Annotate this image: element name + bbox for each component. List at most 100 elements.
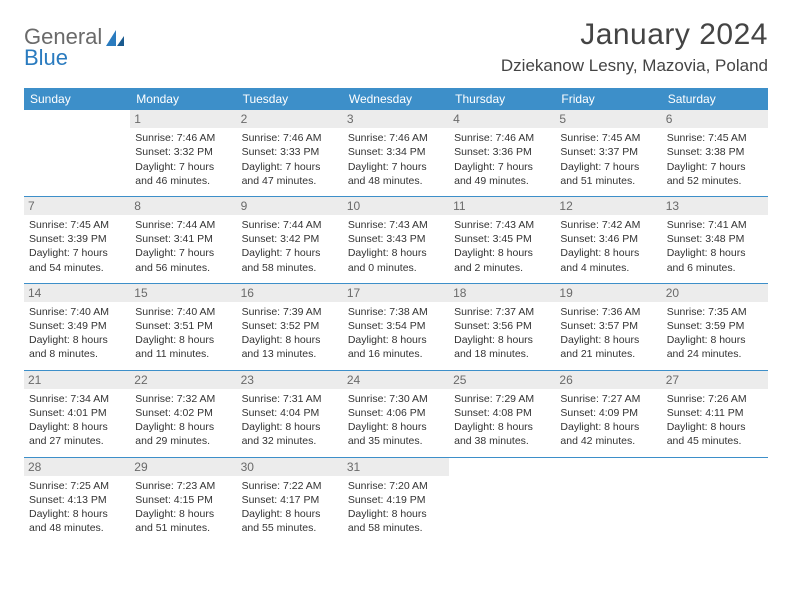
day-detail: Sunrise: 7:40 AM (135, 305, 231, 319)
day-detail: Sunrise: 7:37 AM (454, 305, 550, 319)
day-detail: Daylight: 8 hours (560, 333, 656, 347)
day-detail: Sunrise: 7:38 AM (348, 305, 444, 319)
day-detail: Sunset: 3:42 PM (242, 232, 338, 246)
day-detail: Sunset: 3:49 PM (29, 319, 125, 333)
day-detail: Daylight: 8 hours (667, 333, 763, 347)
day-detail: and 45 minutes. (667, 434, 763, 448)
calendar-day: 6Sunrise: 7:45 AMSunset: 3:38 PMDaylight… (662, 110, 768, 196)
calendar-day: 26 Sunrise: 7:27 AMSunset: 4:09 PMDayligh… (555, 370, 661, 457)
day-detail: Sunset: 4:13 PM (29, 493, 125, 507)
day-detail: Daylight: 8 hours (560, 420, 656, 434)
calendar-day: 20Sunrise: 7:35 AMSunset: 3:59 PMDayligh… (662, 283, 768, 370)
calendar-week: 7Sunrise: 7:45 AMSunset: 3:39 PMDaylight… (24, 196, 768, 283)
dow-header: Sunday (24, 88, 130, 110)
calendar-day: 8Sunrise: 7:44 AMSunset: 3:41 PMDaylight… (130, 196, 236, 283)
calendar-day: 3Sunrise: 7:46 AMSunset: 3:34 PMDaylight… (343, 110, 449, 196)
day-detail: and 32 minutes. (242, 434, 338, 448)
day-detail: Sunrise: 7:32 AM (135, 392, 231, 406)
day-detail: and 52 minutes. (667, 174, 763, 188)
day-number: 24 (343, 371, 449, 389)
calendar-day: 15Sunrise: 7:40 AMSunset: 3:51 PMDayligh… (130, 283, 236, 370)
day-detail: and 56 minutes. (135, 261, 231, 275)
day-number: 21 (24, 371, 130, 389)
day-detail: and 2 minutes. (454, 261, 550, 275)
calendar-day: 28Sunrise: 7:25 AMSunset: 4:13 PMDayligh… (24, 457, 130, 543)
day-detail: Sunset: 3:36 PM (454, 145, 550, 159)
day-number: 28 (24, 458, 130, 476)
day-number: 16 (237, 284, 343, 302)
calendar-day: 10Sunrise: 7:43 AMSunset: 3:43 PMDayligh… (343, 196, 449, 283)
day-detail: Sunrise: 7:31 AM (242, 392, 338, 406)
day-detail: Sunset: 4:04 PM (242, 406, 338, 420)
day-detail: and 49 minutes. (454, 174, 550, 188)
day-detail: and 18 minutes. (454, 347, 550, 361)
dow-header: Friday (555, 88, 661, 110)
day-detail: Sunset: 3:37 PM (560, 145, 656, 159)
day-detail: Sunset: 4:09 PM (560, 406, 656, 420)
day-detail: Sunset: 3:38 PM (667, 145, 763, 159)
day-number: 29 (130, 458, 236, 476)
day-detail: and 35 minutes. (348, 434, 444, 448)
day-detail: Sunset: 3:39 PM (29, 232, 125, 246)
calendar-day: 7Sunrise: 7:45 AMSunset: 3:39 PMDaylight… (24, 196, 130, 283)
day-detail: Sunset: 4:11 PM (667, 406, 763, 420)
day-detail: Sunrise: 7:43 AM (348, 218, 444, 232)
day-number: 26 (555, 371, 661, 389)
dow-header: Thursday (449, 88, 555, 110)
day-detail: Daylight: 8 hours (454, 333, 550, 347)
day-detail: Sunrise: 7:22 AM (242, 479, 338, 493)
day-detail: Sunrise: 7:41 AM (667, 218, 763, 232)
day-detail: Sunset: 3:59 PM (667, 319, 763, 333)
day-detail: Daylight: 8 hours (135, 507, 231, 521)
day-detail: Sunrise: 7:46 AM (135, 131, 231, 145)
calendar-day: 14Sunrise: 7:40 AMSunset: 3:49 PMDayligh… (24, 283, 130, 370)
day-detail: and 16 minutes. (348, 347, 444, 361)
day-detail: Sunrise: 7:23 AM (135, 479, 231, 493)
day-number: 18 (449, 284, 555, 302)
day-detail: and 46 minutes. (135, 174, 231, 188)
day-detail: Daylight: 8 hours (29, 420, 125, 434)
day-number: 19 (555, 284, 661, 302)
day-detail: and 21 minutes. (560, 347, 656, 361)
day-detail: and 6 minutes. (667, 261, 763, 275)
logo-blue: Blue (24, 47, 102, 69)
day-detail: Sunrise: 7:43 AM (454, 218, 550, 232)
day-number: 2 (237, 110, 343, 128)
day-detail: Sunrise: 7:46 AM (348, 131, 444, 145)
day-detail: and 51 minutes. (135, 521, 231, 535)
day-detail: Sunrise: 7:20 AM (348, 479, 444, 493)
day-detail: Sunrise: 7:27 AM (560, 392, 656, 406)
day-number: 25 (449, 371, 555, 389)
day-number: 9 (237, 197, 343, 215)
day-detail: Daylight: 8 hours (560, 246, 656, 260)
calendar-day: 21Sunrise: 7:34 AMSunset: 4:01 PMDayligh… (24, 370, 130, 457)
calendar-day: 1Sunrise: 7:46 AMSunset: 3:32 PMDaylight… (130, 110, 236, 196)
day-detail: Sunrise: 7:26 AM (667, 392, 763, 406)
day-detail: Sunset: 4:02 PM (135, 406, 231, 420)
day-detail: Sunrise: 7:46 AM (242, 131, 338, 145)
calendar-day (662, 457, 768, 543)
day-detail: Sunset: 3:33 PM (242, 145, 338, 159)
day-detail: Daylight: 8 hours (348, 333, 444, 347)
day-detail: Daylight: 7 hours (667, 160, 763, 174)
day-detail: Daylight: 8 hours (454, 420, 550, 434)
day-detail: and 58 minutes. (348, 521, 444, 535)
day-detail: Sunset: 4:01 PM (29, 406, 125, 420)
day-detail: Sunrise: 7:46 AM (454, 131, 550, 145)
logo: General Blue (24, 18, 126, 69)
day-detail: Daylight: 8 hours (242, 333, 338, 347)
calendar-day: 12Sunrise: 7:42 AMSunset: 3:46 PMDayligh… (555, 196, 661, 283)
day-detail: Sunset: 3:56 PM (454, 319, 550, 333)
day-detail: and 29 minutes. (135, 434, 231, 448)
month-title: January 2024 (501, 18, 768, 52)
day-detail: Sunset: 4:19 PM (348, 493, 444, 507)
day-detail: Daylight: 8 hours (348, 246, 444, 260)
day-detail: Sunrise: 7:42 AM (560, 218, 656, 232)
day-number: 3 (343, 110, 449, 128)
calendar-body: 1Sunrise: 7:46 AMSunset: 3:32 PMDaylight… (24, 110, 768, 543)
calendar-day (555, 457, 661, 543)
calendar-day: 24Sunrise: 7:30 AMSunset: 4:06 PMDayligh… (343, 370, 449, 457)
day-detail: Daylight: 8 hours (242, 507, 338, 521)
calendar-week: 21Sunrise: 7:34 AMSunset: 4:01 PMDayligh… (24, 370, 768, 457)
day-detail: Daylight: 8 hours (667, 246, 763, 260)
